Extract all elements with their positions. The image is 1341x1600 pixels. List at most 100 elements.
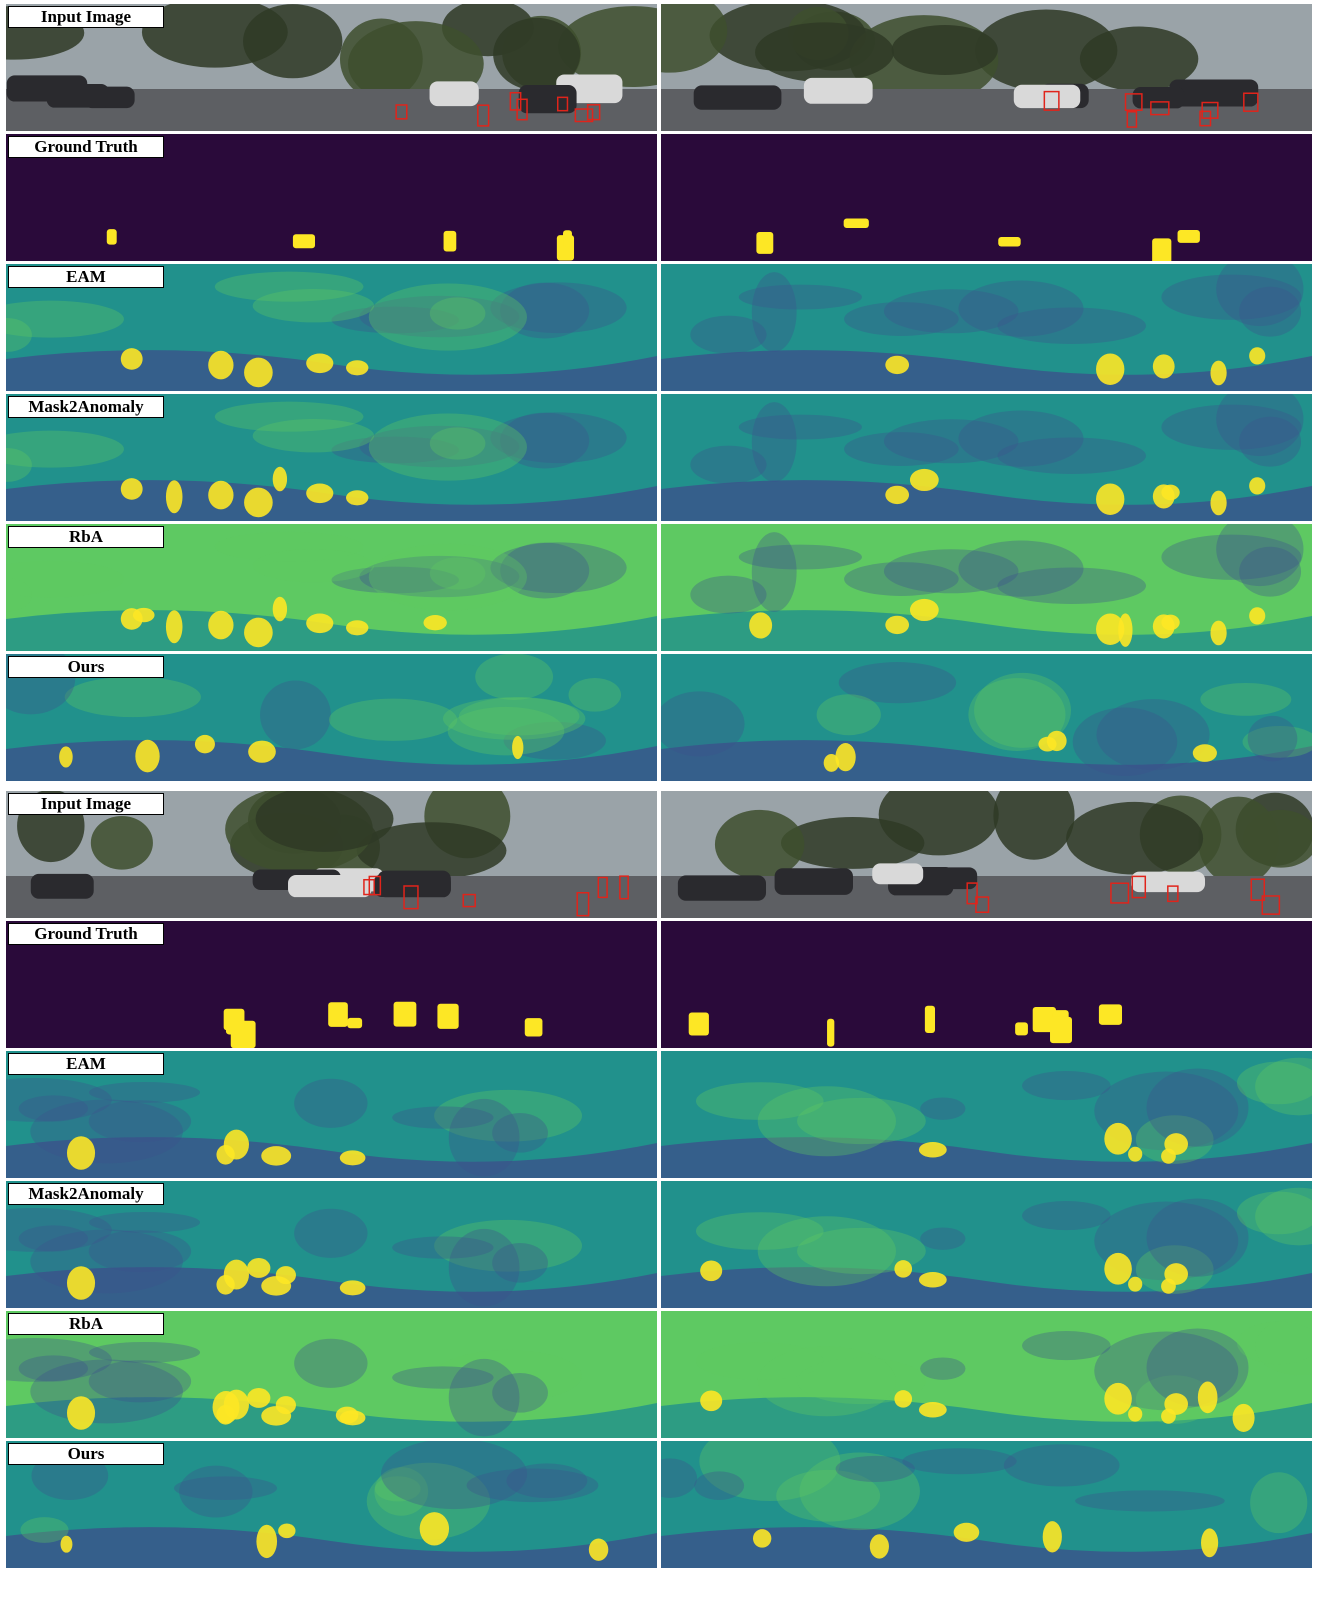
row-label: Mask2Anomaly <box>8 1183 164 1205</box>
score-blob <box>1247 715 1298 762</box>
high-score-region <box>66 1136 96 1170</box>
score-blob <box>173 1476 278 1500</box>
score-blob <box>252 549 375 583</box>
score-blob <box>1239 546 1302 597</box>
panel-input-image <box>661 791 1312 918</box>
high-score-region <box>272 596 288 622</box>
anomaly-mask <box>688 1012 709 1036</box>
high-score-region <box>223 1259 249 1290</box>
score-blob <box>6 430 124 468</box>
anomaly-mask <box>347 1017 363 1029</box>
road-score-region <box>661 1267 1312 1308</box>
high-score-region <box>909 468 939 492</box>
high-score-region <box>1128 1276 1143 1292</box>
tree-canopy <box>557 6 657 87</box>
panel-input-image <box>661 4 1312 131</box>
score-blob <box>695 1082 824 1120</box>
panel-ground-truth: Ground Truth <box>6 134 657 261</box>
score-blob <box>1146 1198 1249 1277</box>
high-score-region <box>1104 1252 1132 1285</box>
anomaly-contour <box>1131 875 1147 899</box>
high-score-region <box>894 1260 913 1278</box>
score-blob <box>757 1086 896 1157</box>
score-blob <box>1255 1317 1312 1376</box>
high-score-region <box>335 1406 359 1424</box>
score-blob <box>799 1452 920 1531</box>
anomaly-mask <box>524 1018 543 1037</box>
score-blob <box>392 1236 494 1259</box>
high-score-region <box>1128 1146 1143 1162</box>
high-score-region <box>918 1272 947 1288</box>
score-blob <box>838 662 957 704</box>
score-blob <box>20 1517 69 1543</box>
row-label: RbA <box>8 1313 164 1335</box>
score-blob <box>448 1358 520 1437</box>
score-blob <box>442 697 586 740</box>
vehicle-shape <box>1132 87 1185 109</box>
tree-canopy <box>891 24 998 76</box>
high-score-region <box>1104 1382 1132 1415</box>
score-blob <box>968 678 1066 751</box>
anomaly-mask <box>827 1018 835 1047</box>
high-score-region <box>208 350 234 380</box>
score-blob <box>392 1366 494 1389</box>
high-score-region <box>208 610 234 640</box>
score-blob <box>1236 1321 1312 1365</box>
high-score-region <box>918 1402 947 1418</box>
high-score-region <box>132 607 155 623</box>
high-score-region <box>869 1534 889 1559</box>
tree-canopy <box>661 4 728 73</box>
score-blob <box>1022 1330 1111 1361</box>
score-blob <box>757 1346 896 1417</box>
score-blob <box>797 1097 926 1145</box>
vehicle-shape <box>288 875 372 898</box>
panel-ours: Ours <box>6 1441 657 1568</box>
score-blob <box>1216 264 1304 327</box>
anomaly-contour <box>1110 882 1130 904</box>
road-score-region <box>6 740 657 781</box>
panel-eam <box>661 264 1312 391</box>
anomaly-contour <box>966 882 978 905</box>
score-blob <box>1146 1328 1249 1407</box>
high-score-region <box>885 355 910 375</box>
anomaly-mask <box>843 218 869 228</box>
score-blob <box>690 445 767 484</box>
score-blob <box>1239 286 1302 337</box>
high-score-region <box>306 613 334 634</box>
score-blob <box>1022 1200 1111 1231</box>
score-blob <box>568 677 622 712</box>
high-score-region <box>346 490 369 506</box>
tree-canopy <box>755 22 894 83</box>
high-score-region <box>346 620 369 636</box>
vehicle-shape <box>677 875 767 901</box>
anomaly-mask <box>437 1003 459 1029</box>
high-score-region <box>1197 1381 1218 1414</box>
tree-canopy <box>974 9 1118 92</box>
road-score-region <box>661 1137 1312 1178</box>
score-blob <box>18 1225 89 1252</box>
high-score-region <box>700 1260 723 1282</box>
score-blob <box>1255 1057 1312 1116</box>
high-score-region <box>1096 613 1125 645</box>
vehicle-shape <box>6 75 88 102</box>
score-blob <box>883 549 1019 594</box>
score-blob <box>1075 1490 1225 1512</box>
high-score-region <box>1210 490 1227 516</box>
row-label: RbA <box>8 526 164 548</box>
high-score-region <box>419 1512 450 1546</box>
score-blob <box>500 282 590 339</box>
row-label: Input Image <box>8 6 164 28</box>
tree-canopy <box>1066 801 1204 875</box>
high-score-region <box>749 612 773 639</box>
anomaly-contour <box>1243 92 1259 112</box>
panel-eam: EAM <box>6 264 657 391</box>
vehicle-shape <box>693 85 782 110</box>
road-score-region <box>6 1397 657 1438</box>
high-score-region <box>66 1396 96 1430</box>
anomaly-contour <box>477 104 490 127</box>
score-blob <box>1255 1187 1312 1246</box>
score-blob <box>434 1219 583 1272</box>
score-blob <box>920 1097 966 1120</box>
score-blob <box>997 437 1147 475</box>
panel-ours <box>661 654 1312 781</box>
